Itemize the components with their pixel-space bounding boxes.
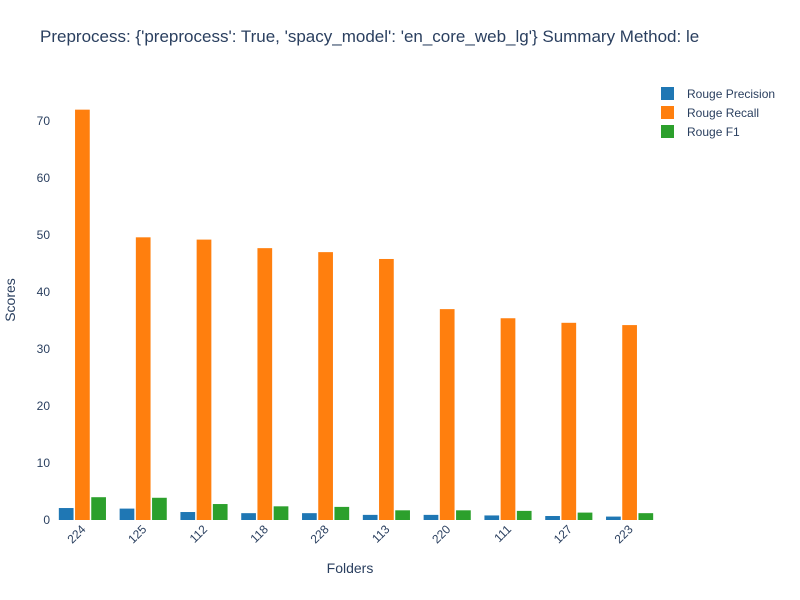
y-tick-label: 0 xyxy=(43,513,50,527)
legend-label: Rouge F1 xyxy=(687,125,740,139)
bar-rouge-recall xyxy=(439,309,455,520)
legend-swatch xyxy=(661,87,674,100)
y-tick-label: 10 xyxy=(37,456,51,470)
legend-label: Rouge Recall xyxy=(687,106,759,120)
bar-rouge-precision xyxy=(423,514,439,520)
bar-rouge-recall xyxy=(196,239,212,520)
bar-rouge-precision xyxy=(362,514,378,520)
x-tick-label: 125 xyxy=(125,522,149,546)
y-axis-ticks: 0 10 20 30 40 50 60 70 xyxy=(37,114,51,527)
x-tick-label: 224 xyxy=(64,522,88,546)
bar-rouge-f1 xyxy=(334,506,350,520)
bar-rouge-precision xyxy=(606,516,621,520)
x-tick-label: 111 xyxy=(491,522,514,545)
bar-rouge-recall xyxy=(318,252,333,520)
y-tick-label: 20 xyxy=(37,399,51,413)
bar-rouge-recall xyxy=(500,318,516,520)
chart-title: Preprocess: {'preprocess': True, 'spacy_… xyxy=(40,27,699,46)
x-tick-label: 220 xyxy=(429,522,453,546)
bar-rouge-recall xyxy=(622,325,637,520)
bar-rouge-recall xyxy=(257,248,273,520)
bar-rouge-recall xyxy=(135,237,151,520)
x-tick-label: 223 xyxy=(612,522,636,546)
bar-rouge-recall xyxy=(379,258,394,520)
bar-rouge-f1 xyxy=(577,512,593,520)
bar-rouge-precision xyxy=(119,508,135,520)
y-tick-label: 30 xyxy=(37,342,51,356)
x-tick-label: 228 xyxy=(308,522,332,546)
bar-rouge-precision xyxy=(180,512,196,520)
x-tick-label: 118 xyxy=(247,522,271,546)
x-axis-title: Folders xyxy=(327,560,374,576)
y-tick-label: 60 xyxy=(37,171,51,185)
bar-rouge-recall xyxy=(561,322,577,520)
y-tick-label: 50 xyxy=(37,228,51,242)
bar-rouge-precision xyxy=(58,508,74,520)
bar-rouge-f1 xyxy=(456,510,471,520)
bar-rouge-recall xyxy=(75,109,90,521)
x-tick-label: 112 xyxy=(187,522,211,546)
legend: Rouge Precision Rouge Recall Rouge F1 xyxy=(661,87,775,139)
bar-rouge-f1 xyxy=(638,513,654,520)
bar-rouge-precision xyxy=(241,513,256,520)
bar-rouge-f1 xyxy=(395,510,410,520)
x-tick-label: 113 xyxy=(369,522,393,546)
bar-rouge-f1 xyxy=(212,504,228,520)
x-tick-label: 127 xyxy=(551,522,575,546)
y-tick-label: 40 xyxy=(37,285,51,299)
y-axis-title: Scores xyxy=(2,278,18,322)
bar-rouge-f1 xyxy=(91,497,106,520)
bar-rouge-precision xyxy=(484,515,500,520)
bar-rouge-precision xyxy=(302,513,317,520)
bar-rouge-f1 xyxy=(273,506,289,520)
y-tick-label: 70 xyxy=(37,114,51,128)
legend-swatch xyxy=(661,106,674,119)
legend-swatch xyxy=(661,125,674,138)
x-axis-ticks: 224 125 112 118 228 113 220 111 127 223 xyxy=(64,522,635,546)
legend-label: Rouge Precision xyxy=(687,87,775,101)
bar-rouge-f1 xyxy=(516,510,532,520)
bar-rouge-precision xyxy=(545,516,560,520)
plot-area xyxy=(58,109,654,521)
bar-rouge-f1 xyxy=(152,497,167,520)
